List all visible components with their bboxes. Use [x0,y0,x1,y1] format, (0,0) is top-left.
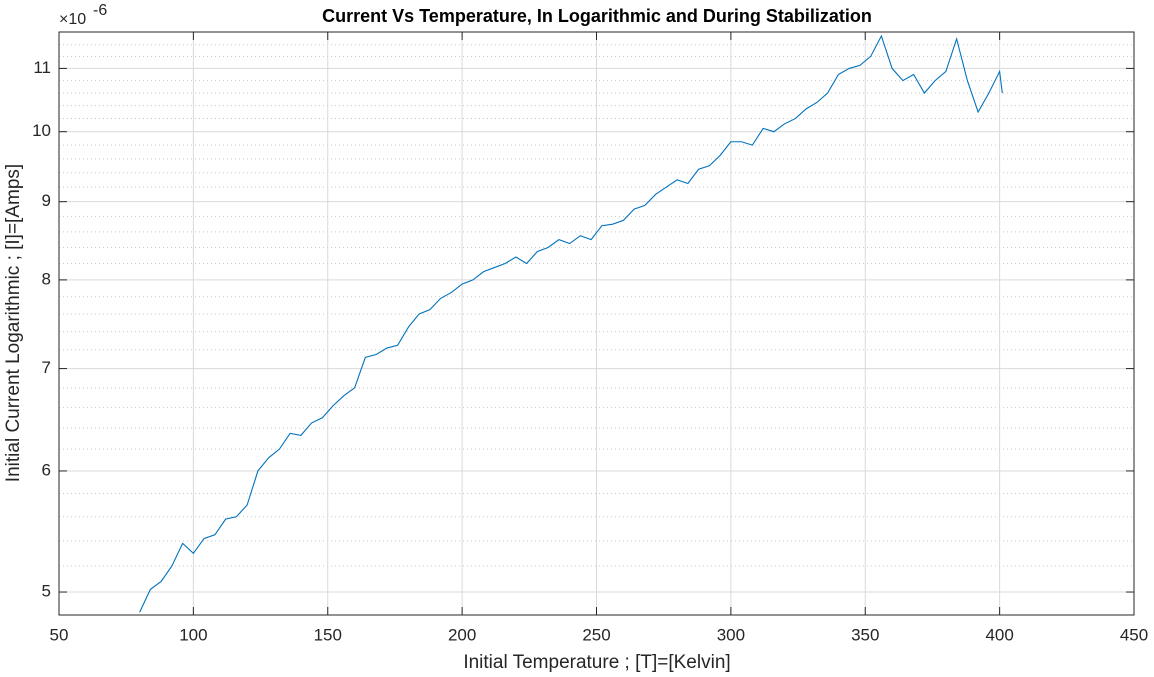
y-exponent-power: -6 [93,2,107,19]
x-tick-label: 350 [851,625,879,644]
x-tick-label: 50 [50,625,69,644]
y-tick-label: 6 [42,460,51,479]
y-tick-label: 5 [42,582,51,601]
y-tick-label: 9 [42,191,51,210]
x-tick-label: 300 [717,625,745,644]
plot-frame [58,31,1135,616]
y-axis-label: Initial Current Logarithmic ; [I]=[Amps] [3,164,24,482]
y-exponent-base: ×10 [59,11,86,28]
x-tick-label: 200 [448,625,476,644]
data-line [139,34,1003,613]
x-tick-label: 450 [1120,625,1148,644]
y-tick-label: 11 [33,58,51,77]
x-tick-label: 150 [314,625,342,644]
x-axis-label: Initial Temperature ; [T]=[Kelvin] [463,652,730,673]
x-tick-label: 250 [582,625,610,644]
x-tick-label: 400 [985,625,1013,644]
y-tick-label: 8 [42,269,51,288]
chart-title: Current Vs Temperature, In Logarithmic a… [322,6,872,26]
x-tick-label: 100 [179,625,207,644]
y-tick-label: 10 [32,121,51,140]
y-tick-label: 7 [42,358,51,377]
